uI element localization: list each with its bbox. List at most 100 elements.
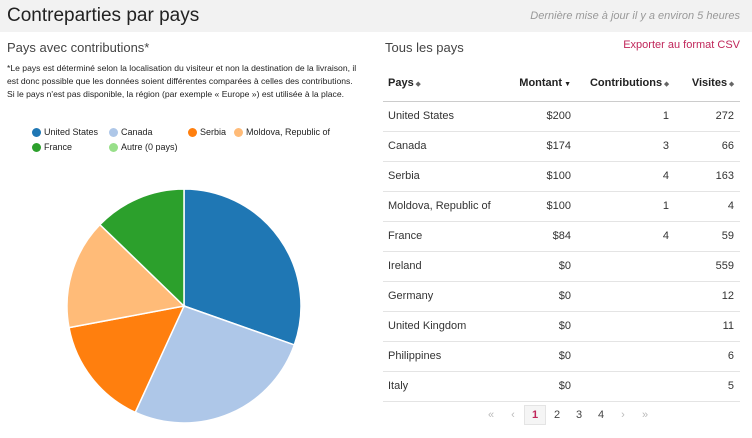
cell-contributions <box>577 251 675 282</box>
cell-pays: Italy <box>383 371 501 402</box>
cell-pays: Ireland <box>383 251 501 282</box>
cell-contributions <box>577 371 675 402</box>
legend-label: Moldova, Republic of <box>246 127 331 137</box>
country-note: *Le pays est déterminé selon la localisa… <box>7 63 357 99</box>
legend-dot <box>188 127 197 137</box>
cell-montant: $100 <box>501 191 577 222</box>
cell-visites: 5 <box>675 371 740 402</box>
sort-icon: ⬥ <box>729 81 734 89</box>
page-title: Contreparties par pays <box>7 5 200 26</box>
legend-label: Serbia <box>200 127 227 137</box>
table-row[interactable]: Serbia $100 4 163 <box>383 161 740 192</box>
country-pie-chart <box>66 188 302 424</box>
legend-label: United States <box>44 127 99 137</box>
cell-montant: $174 <box>501 131 577 162</box>
last-updated-text: Dernière mise à jour il y a environ 5 he… <box>530 10 740 22</box>
cell-visites: 59 <box>675 221 740 252</box>
legend-item-france[interactable]: France <box>32 142 72 152</box>
cell-pays: United States <box>383 101 501 132</box>
sort-icon: ⬥ <box>664 81 669 89</box>
pie-slice-serbia[interactable] <box>68 304 186 414</box>
cell-pays: Canada <box>383 131 501 162</box>
legend-item-serbia[interactable]: Serbia <box>188 127 226 137</box>
table-row[interactable]: Moldova, Republic of $100 1 4 <box>383 191 740 222</box>
cell-pays: Philippines <box>383 341 501 372</box>
cell-montant: $0 <box>501 371 577 402</box>
countries-table: Pays ⬥ Montant ▼ Contributions ⬥ Visites ⬥ U… <box>383 66 740 402</box>
column-header-montant[interactable]: Montant ▼ <box>501 66 577 102</box>
pie-slice-moldova-republic-of[interactable] <box>66 223 186 329</box>
table-row[interactable]: United States $200 1 272 <box>383 101 740 132</box>
page-1-button[interactable]: 1 <box>524 405 546 425</box>
first-page-button[interactable]: « <box>487 409 495 421</box>
pagination: « ‹ 1 2 3 4 › » <box>480 404 656 426</box>
column-header-contributions[interactable]: Contributions ⬥ <box>577 66 675 102</box>
cell-montant: $100 <box>501 161 577 192</box>
cell-montant: $200 <box>501 101 577 132</box>
legend-item-united-states[interactable]: United States <box>32 127 98 137</box>
table-row[interactable]: Italy $0 5 <box>383 371 740 402</box>
cell-montant: $84 <box>501 221 577 252</box>
cell-contributions: 1 <box>577 191 675 222</box>
countries-with-contributions-title: Pays avec contributions* <box>7 40 150 55</box>
legend-label: France <box>44 142 73 152</box>
cell-visites: 559 <box>675 251 740 282</box>
cell-contributions <box>577 311 675 342</box>
pie-slice-canada[interactable] <box>134 305 296 424</box>
cell-contributions: 4 <box>577 161 675 192</box>
pie-slice-france[interactable] <box>98 188 185 308</box>
cell-visites: 272 <box>675 101 740 132</box>
legend-item-other[interactable]: Autre (0 pays) <box>109 142 178 152</box>
cell-visites: 163 <box>675 161 740 192</box>
page-2-button[interactable]: 2 <box>553 409 561 421</box>
prev-page-button[interactable]: ‹ <box>511 409 515 421</box>
export-csv-link[interactable]: Exporter au format CSV <box>623 39 740 51</box>
cell-montant: $0 <box>501 311 577 342</box>
sort-icon: ⬥ <box>415 81 421 89</box>
all-countries-title: Tous les pays <box>385 40 464 55</box>
cell-visites: 6 <box>675 341 740 372</box>
page-3-button[interactable]: 3 <box>575 409 583 421</box>
legend-item-canada[interactable]: Canada <box>109 127 153 137</box>
last-page-button[interactable]: » <box>641 409 649 421</box>
cell-visites: 11 <box>675 311 740 342</box>
page-header: Contreparties par pays Dernière mise à j… <box>0 0 752 32</box>
legend-dot <box>32 142 41 152</box>
cell-pays: Germany <box>383 281 501 312</box>
table-row[interactable]: United Kingdom $0 11 <box>383 311 740 342</box>
table-row[interactable]: Philippines $0 6 <box>383 341 740 372</box>
cell-montant: $0 <box>501 341 577 372</box>
cell-pays: France <box>383 221 501 252</box>
cell-pays: Serbia <box>383 161 501 192</box>
cell-montant: $0 <box>501 251 577 282</box>
table-row[interactable]: Ireland $0 559 <box>383 251 740 282</box>
table-row[interactable]: Canada $174 3 66 <box>383 131 740 162</box>
table-header-row: Pays ⬥ Montant ▼ Contributions ⬥ Visites ⬥ <box>383 66 740 102</box>
cell-pays: United Kingdom <box>383 311 501 342</box>
cell-contributions <box>577 341 675 372</box>
next-page-button[interactable]: › <box>621 409 625 421</box>
table-row[interactable]: Germany $0 12 <box>383 281 740 312</box>
cell-contributions: 3 <box>577 131 675 162</box>
cell-contributions <box>577 281 675 312</box>
countries-table-body: United States $200 1 272 Canada $174 3 66 Serbia… <box>383 101 740 402</box>
column-header-pays[interactable]: Pays ⬥ <box>383 66 501 102</box>
page-4-button[interactable]: 4 <box>597 409 605 421</box>
legend-label: Canada <box>121 127 153 137</box>
legend-item-moldova[interactable]: Moldova, Republic of <box>234 127 330 137</box>
legend-dot <box>234 127 243 137</box>
cell-contributions: 1 <box>577 101 675 132</box>
cell-contributions: 4 <box>577 221 675 252</box>
cell-visites: 4 <box>675 191 740 222</box>
cell-montant: $0 <box>501 281 577 312</box>
pie-slice-united-states[interactable] <box>183 188 302 346</box>
legend-dot <box>109 142 118 152</box>
cell-visites: 12 <box>675 281 740 312</box>
sort-desc-icon: ▼ <box>564 81 571 89</box>
cell-pays: Moldova, Republic of <box>383 191 501 222</box>
legend-dot <box>32 127 41 137</box>
column-header-visites[interactable]: Visites ⬥ <box>675 66 740 102</box>
legend-label: Autre (0 pays) <box>121 142 178 152</box>
legend-dot <box>109 127 118 137</box>
table-row[interactable]: France $84 4 59 <box>383 221 740 252</box>
